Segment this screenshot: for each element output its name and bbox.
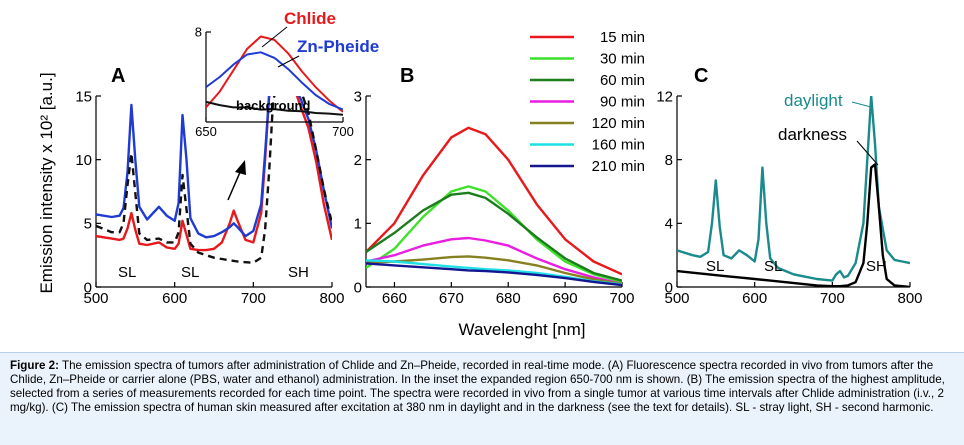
panel-c-annotation-sh: SH — [866, 258, 887, 275]
x-tick-label: 500 — [83, 290, 108, 307]
panel-c-annotation-sl: SL — [764, 258, 782, 275]
panel-a-chart: 500 600 700 800 0 5 10 15 — [75, 88, 344, 307]
x-tick-label: 600 — [742, 290, 767, 307]
x-tick-label: 700 — [820, 290, 845, 307]
panel-a-annotation-sl: SL — [118, 264, 136, 281]
caption-text: The emission spectra of tumors after adm… — [10, 359, 945, 414]
x-tick-label: 800 — [319, 290, 344, 307]
series-line-30-min — [366, 185, 622, 284]
figure-caption: Figure 2: The emission spectra of tumors… — [0, 352, 964, 445]
inset-arrow-head — [235, 160, 246, 175]
y-tick-label: 0 — [665, 279, 673, 296]
x-tick-label: 700 — [332, 124, 354, 139]
series-line-background — [96, 96, 332, 264]
series-line-120-min — [366, 255, 622, 285]
inset-background-label: background — [236, 98, 310, 113]
x-tick-label: 690 — [553, 290, 578, 307]
x-tick-label: 800 — [897, 290, 922, 307]
x-axis-label: Wavelenght [nm] — [459, 320, 586, 339]
series-line-210-min — [366, 262, 622, 287]
panel-a-annotation-sh: SH — [288, 264, 309, 281]
series-line-chlide — [96, 96, 332, 252]
y-tick-label: 0 — [84, 279, 92, 296]
caption-label: Figure 2: — [10, 359, 59, 372]
x-tick-label: 670 — [439, 290, 464, 307]
series-line-background — [206, 100, 343, 116]
series-line-15-min — [366, 126, 622, 276]
panel-b-legend: 15 min 30 min 60 min 90 min 120 min 160 min 21… — [530, 29, 645, 175]
panel-letter-c: C — [694, 65, 708, 87]
panel-b-chart: 660 670 680 690 700 0 1 2 3 — [354, 88, 635, 307]
x-tick-label: 700 — [241, 290, 266, 307]
figure-background — [0, 0, 964, 352]
x-tick-label: 650 — [195, 124, 217, 139]
legend-label: 15 min — [600, 29, 645, 46]
panel-letter-a: A — [111, 65, 125, 87]
inset-label-zn-pheide: Zn-Pheide — [297, 37, 379, 56]
y-tick-label: 5 — [84, 216, 92, 233]
figure: Emission intensity x 10² [a.u.] Waveleng… — [0, 0, 964, 352]
x-tick-label: 600 — [162, 290, 187, 307]
x-tick-label: 660 — [382, 290, 407, 307]
series-line-90-min — [366, 236, 622, 285]
panel-a-annotation-sl: SL — [181, 264, 199, 281]
panel-c-pointer-daylight — [851, 101, 872, 108]
legend-label: 210 min — [592, 158, 645, 175]
series-group — [366, 126, 622, 287]
legend-label: 30 min — [600, 51, 645, 68]
y-axis-label: Emission intensity x 10² [a.u.] — [37, 72, 56, 293]
x-tick-label: 500 — [664, 290, 689, 307]
panel-c-label-darkness: darkness — [778, 125, 847, 144]
inset-pointer-chlide — [261, 26, 288, 48]
panel-c-chart: 500 600 700 800 0 4 8 12 — [656, 88, 922, 307]
series-line-chlide — [206, 35, 343, 113]
panel-c-label-daylight: daylight — [784, 91, 843, 110]
y-tick-label: 0 — [354, 279, 362, 296]
panel-c-pointer-darkness — [856, 140, 879, 166]
legend-label: 90 min — [600, 94, 645, 111]
series-line-darkness — [677, 163, 910, 287]
legend-label: 120 min — [592, 115, 645, 132]
y-tick-label: 8 — [195, 25, 202, 40]
inset-label-chlide: Chlide — [284, 9, 336, 28]
x-tick-label: 680 — [496, 290, 521, 307]
y-tick-label: 1 — [354, 216, 362, 233]
y-tick-label: 12 — [656, 88, 673, 105]
y-tick-label: 8 — [665, 152, 673, 169]
y-tick-label: 15 — [75, 88, 92, 105]
series-line-zn-pheide — [96, 96, 332, 239]
panel-a-inset: 650 700 8 background — [195, 25, 354, 139]
panel-annotations: A B C SL SL SH SL SL SH Chlide Zn-Pheide daylight da… — [111, 9, 887, 281]
series-group — [96, 96, 332, 264]
series-group — [206, 35, 343, 116]
panel-c-annotation-sl: SL — [706, 258, 724, 275]
x-tick-label: 700 — [609, 290, 634, 307]
inset-pointer-zn-pheide — [277, 55, 300, 68]
legend-label: 60 min — [600, 72, 645, 89]
series-line-zn-pheide — [206, 51, 343, 111]
series-line-60-min — [366, 191, 622, 282]
y-tick-label: 3 — [354, 88, 362, 105]
y-tick-label: 2 — [354, 152, 362, 169]
y-tick-label: 10 — [75, 152, 92, 169]
legend-label: 160 min — [592, 137, 645, 154]
inset-arrow-line — [227, 169, 242, 201]
y-tick-label: 4 — [665, 216, 673, 233]
panel-letter-b: B — [400, 65, 414, 87]
